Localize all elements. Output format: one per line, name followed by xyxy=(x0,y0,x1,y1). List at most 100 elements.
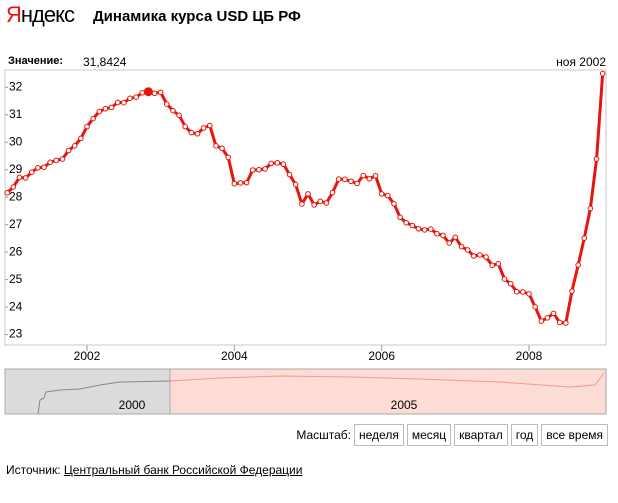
source-label: Источник: xyxy=(6,463,61,477)
point xyxy=(256,166,262,173)
point xyxy=(102,105,109,112)
logo[interactable]: Яндекс xyxy=(6,2,75,27)
point xyxy=(213,143,219,149)
point xyxy=(538,318,545,324)
point xyxy=(569,288,575,294)
point xyxy=(47,159,53,166)
readout-label: Значение: xyxy=(8,55,64,67)
scale-button[interactable]: все время xyxy=(541,424,608,446)
scale-button[interactable]: неделя xyxy=(354,424,404,446)
point xyxy=(176,112,182,119)
point xyxy=(311,202,317,208)
point xyxy=(28,169,35,175)
point xyxy=(243,179,250,186)
point xyxy=(53,157,60,164)
point xyxy=(4,190,11,196)
point xyxy=(593,156,600,162)
point xyxy=(464,247,471,253)
x-tick-label: 2002 xyxy=(74,349,101,363)
point xyxy=(274,160,281,166)
point xyxy=(470,253,477,259)
point xyxy=(501,276,508,282)
point xyxy=(366,175,373,182)
navigator[interactable]: 2000 2005 xyxy=(4,368,607,415)
nav-label: 2005 xyxy=(391,398,418,412)
point xyxy=(59,156,66,162)
point xyxy=(10,184,17,190)
point xyxy=(317,198,324,205)
scale-label: Масштаб: xyxy=(296,428,351,442)
point xyxy=(421,227,428,233)
point xyxy=(403,219,410,226)
point xyxy=(360,172,367,179)
nav-rest xyxy=(169,368,607,415)
point xyxy=(65,147,72,154)
point xyxy=(78,135,84,142)
point xyxy=(384,192,391,199)
point xyxy=(299,201,305,207)
y-tick-label: 32 xyxy=(9,79,23,93)
point xyxy=(22,175,29,181)
point xyxy=(35,165,41,171)
point xyxy=(96,108,103,115)
point xyxy=(84,123,90,130)
highlight-point xyxy=(143,87,153,97)
point xyxy=(599,70,606,77)
nav-line xyxy=(37,380,171,415)
point xyxy=(354,180,360,187)
source-link[interactable]: Центральный банк Российской Федерации xyxy=(63,463,303,477)
x-tick-label: 2008 xyxy=(516,349,543,363)
scale-button[interactable]: месяц xyxy=(406,424,452,446)
point xyxy=(587,205,594,212)
y-tick-label: 25 xyxy=(9,272,23,286)
point xyxy=(121,99,127,106)
point xyxy=(16,174,23,181)
point xyxy=(532,304,538,310)
point xyxy=(90,115,96,122)
point xyxy=(157,89,164,96)
point xyxy=(446,240,453,246)
x-tick-label: 2006 xyxy=(368,349,395,363)
scale-bar: Масштаб: неделя месяц квартал год все время xyxy=(296,424,608,446)
y-tick-label: 29 xyxy=(9,162,23,176)
point xyxy=(556,319,563,326)
point xyxy=(114,99,121,106)
point xyxy=(127,95,133,102)
point xyxy=(434,230,440,237)
y-tick-label: 24 xyxy=(9,299,23,313)
nav-window xyxy=(4,368,171,415)
point xyxy=(581,235,588,241)
nav-label: 2000 xyxy=(119,398,146,412)
title: Динамика курса USD ЦБ РФ xyxy=(93,8,301,25)
point xyxy=(483,254,489,260)
point xyxy=(133,94,139,100)
y-tick-label: 23 xyxy=(9,327,23,341)
point xyxy=(71,143,78,149)
scale-button[interactable]: квартал xyxy=(454,424,508,446)
point xyxy=(170,107,176,114)
y-tick-label: 27 xyxy=(9,217,23,231)
point xyxy=(452,234,459,241)
source: Источник: Центральный банк Российской Фе… xyxy=(6,463,302,477)
point xyxy=(415,225,422,232)
point xyxy=(397,214,403,221)
y-tick-label: 31 xyxy=(9,107,23,121)
point xyxy=(440,232,446,239)
point xyxy=(495,260,502,267)
point xyxy=(225,154,232,161)
point xyxy=(188,129,195,136)
point xyxy=(329,189,336,196)
plot-frame xyxy=(4,69,607,346)
readout-date: ноя 2002 xyxy=(556,55,606,69)
point xyxy=(249,167,256,173)
point xyxy=(237,180,244,186)
point xyxy=(286,171,293,178)
scale-button[interactable]: год xyxy=(510,424,539,446)
point xyxy=(194,130,201,137)
point xyxy=(378,191,385,197)
point xyxy=(391,200,397,207)
point xyxy=(182,123,188,130)
y-tick-label: 26 xyxy=(9,244,23,258)
chart: 2000 2005 23 24 25 26 27 28 29 30 31 32 2002 2004 20… xyxy=(4,69,607,415)
